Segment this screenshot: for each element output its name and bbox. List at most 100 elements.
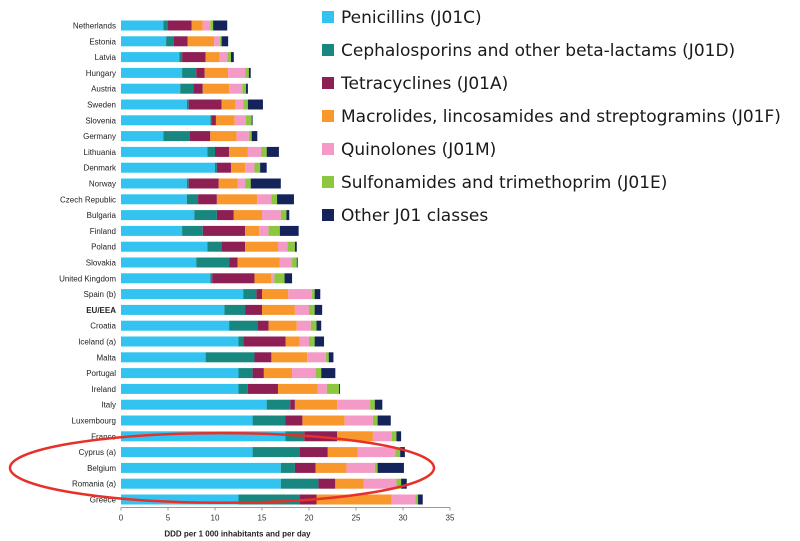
bar-segment-lithuania-s5: [247, 146, 262, 157]
bar-segment-germany-s6: [248, 131, 252, 142]
bar-segment-latvia-s6: [227, 52, 231, 63]
bar-segment-united-kingdom-s2: [210, 273, 213, 284]
bar-segment-netherlands-s4: [191, 20, 203, 31]
bar-segment-estonia-s4: [187, 36, 215, 47]
bar-segment-slovenia-s1: [121, 115, 211, 126]
bar-segment-italy-s6: [370, 399, 375, 410]
bar-segment-eu-eea-s2: [224, 304, 246, 315]
bar-segment-luxembourg-s6: [372, 415, 378, 426]
country-label-france: France: [91, 432, 116, 441]
bar-segment-slovenia-s2: [210, 115, 212, 126]
bar-segment-latvia-s1: [121, 52, 180, 63]
bar-segment-denmark-s6: [254, 162, 261, 173]
bar-segment-hungary-s4: [204, 67, 229, 78]
bar-segment-netherlands-s3: [168, 20, 192, 31]
x-axis-title: DDD per 1 000 inhabitants and per day: [164, 530, 311, 539]
bar-segment-lithuania-s6: [261, 146, 267, 157]
country-label-belgium: Belgium: [87, 464, 116, 473]
legend-swatch-2: [322, 44, 334, 56]
bar-segment-iceland-a-s3: [243, 336, 286, 347]
bar-segment-slovakia-s6: [292, 257, 297, 268]
country-label-romania-a: Romania (a): [72, 480, 116, 489]
bar-segment-spain-b-s5: [288, 289, 312, 300]
bar-segment-finland-s4: [245, 225, 260, 236]
bar-segment-iceland-a-s5: [299, 336, 309, 347]
bar-segment-france-s5: [372, 431, 392, 442]
bar-segment-portugal-s7: [321, 368, 336, 379]
bar-segment-croatia-s7: [316, 320, 322, 331]
bar-segment-eu-eea-s1: [121, 304, 225, 315]
legend-label-4: Macrolides, lincosamides and streptogram…: [341, 107, 781, 127]
bar-segment-italy-s7: [374, 399, 383, 410]
bar-segment-slovenia-s5: [234, 115, 247, 126]
bar-segment-finland-s7: [279, 225, 299, 236]
bar-segment-greece-s7: [418, 494, 423, 505]
legend-swatch-4: [322, 110, 334, 122]
bar-segment-sweden-s7: [247, 99, 263, 110]
bar-segment-greece-s5: [391, 494, 416, 505]
bar-segment-bulgaria-s6: [280, 210, 287, 221]
bar-segment-france-s6: [391, 431, 397, 442]
country-label-austria: Austria: [91, 85, 116, 94]
x-axis-ticks: 0 5 10 15 20 25 30 35: [119, 507, 455, 523]
bar-segment-austria-s1: [121, 83, 181, 94]
bar-segment-italy-s2: [266, 399, 291, 410]
bar-segment-ireland-s5: [317, 383, 327, 394]
country-label-iceland-a: Iceland (a): [78, 338, 116, 347]
bar-segment-croatia-s2: [229, 320, 258, 331]
bar-segment-luxembourg-s7: [377, 415, 391, 426]
legend-label-1: Penicillins (J01C): [341, 8, 482, 28]
bar-segment-portugal-s4: [263, 368, 293, 379]
bar-segment-belgium-s5: [346, 462, 375, 473]
bar-segment-lithuania-s4: [229, 146, 248, 157]
bar-segment-sweden-s5: [235, 99, 244, 110]
bar-segment-spain-b-s1: [121, 289, 244, 300]
bar-segment-finland-s2: [182, 225, 203, 236]
bar-segment-latvia-s7: [230, 52, 234, 63]
bar-segment-united-kingdom-s4: [254, 273, 272, 284]
bar-segment-hungary-s6: [245, 67, 249, 78]
bar-segment-spain-b-s7: [314, 289, 321, 300]
bar-segment-cyprus-a-s5: [357, 447, 396, 458]
bar-segment-portugal-s3: [252, 368, 264, 379]
x-tick-label-25: 25: [352, 514, 361, 523]
bar-segment-lithuania-s2: [207, 146, 215, 157]
bar-segment-sweden-s3: [188, 99, 222, 110]
bar-segment-austria-s2: [180, 83, 194, 94]
bar-segment-lithuania-s1: [121, 146, 208, 157]
bar-segment-greece-s6: [415, 494, 419, 505]
bar-segment-hungary-s2: [182, 67, 197, 78]
bar-segment-netherlands-s1: [121, 20, 164, 31]
bar-segment-estonia-s1: [121, 36, 167, 47]
country-label-slovenia: Slovenia: [85, 116, 116, 125]
bar-segment-iceland-a-s7: [314, 336, 325, 347]
bar-segment-romania-a-s1: [121, 478, 281, 489]
bar-segment-united-kingdom-s5: [271, 273, 275, 284]
legend-swatch-5: [322, 143, 334, 155]
bar-segment-bulgaria-s1: [121, 210, 195, 221]
bar-segment-luxembourg-s4: [302, 415, 345, 426]
bar-segment-slovakia-s1: [121, 257, 197, 268]
highlight-ellipse: [8, 431, 436, 504]
legend: Penicillins (J01C) Cephalosporins and oth…: [322, 8, 781, 226]
bar-segment-estonia-s2: [166, 36, 174, 47]
bar-segment-slovakia-s2: [196, 257, 230, 268]
bar-segment-united-kingdom-s7: [284, 273, 293, 284]
bar-segment-netherlands-s7: [213, 20, 228, 31]
bar-segment-czech-republic-s6: [271, 194, 278, 205]
bar-segment-portugal-s2: [238, 368, 253, 379]
bar-segment-romania-a-s4: [335, 478, 364, 489]
bar-segment-cyprus-a-s4: [327, 447, 358, 458]
bar-segment-belgium-s6: [374, 462, 378, 473]
bar-segment-netherlands-s6: [210, 20, 214, 31]
bar-segment-cyprus-a-s1: [121, 447, 253, 458]
country-label-denmark: Denmark: [84, 164, 117, 173]
bar-segment-luxembourg-s1: [121, 415, 253, 426]
bar-segment-denmark-s7: [260, 162, 267, 173]
country-label-norway: Norway: [89, 180, 116, 189]
bar-segment-iceland-a-s4: [285, 336, 300, 347]
legend-swatch-1: [322, 11, 334, 23]
country-label-greece: Greece: [90, 496, 117, 505]
country-label-portugal: Portugal: [86, 369, 116, 378]
bar-segment-greece-s1: [121, 494, 239, 505]
